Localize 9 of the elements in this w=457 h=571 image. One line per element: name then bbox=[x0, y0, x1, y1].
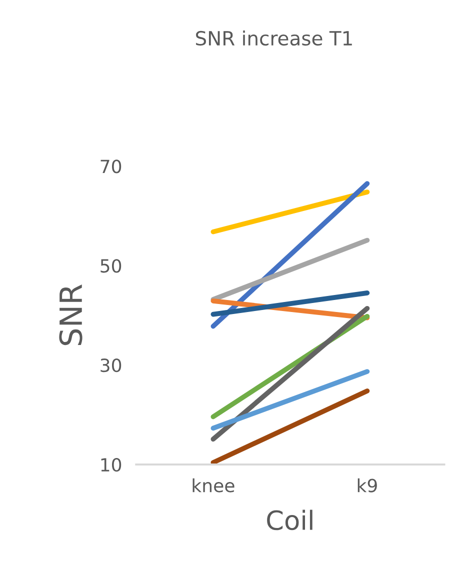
x-tick-label: k9 bbox=[358, 478, 377, 492]
y-tick-label: 10 bbox=[101, 458, 122, 472]
y-tick-label: 30 bbox=[100, 358, 122, 372]
x-axis-title: Coil bbox=[267, 510, 312, 530]
y-tick-label: 50 bbox=[100, 259, 122, 273]
x-tick-label: knee bbox=[192, 478, 234, 492]
y-axis-title: SNR bbox=[59, 284, 82, 346]
y-tick-label: 70 bbox=[100, 160, 122, 174]
chart-title: SNR increase T1 bbox=[196, 30, 352, 46]
